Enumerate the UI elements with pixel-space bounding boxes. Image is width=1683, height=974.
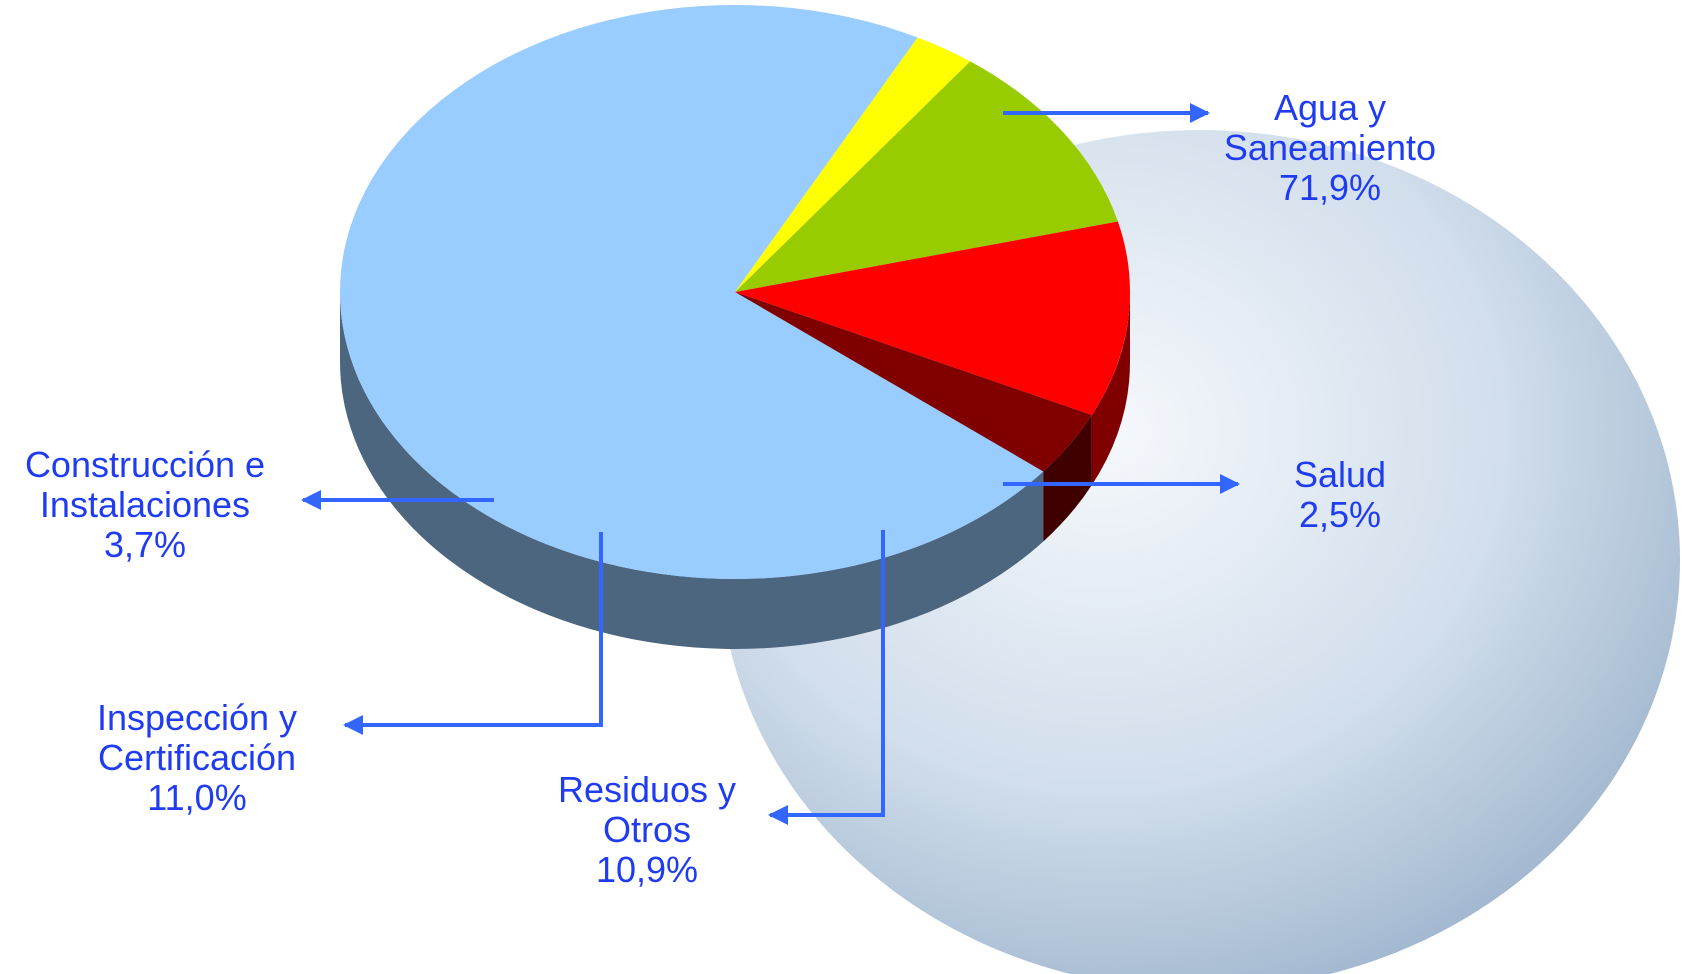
leader-arrow [343, 532, 603, 735]
pie-slice [735, 292, 1092, 472]
pie-slice-side [1091, 292, 1130, 486]
value-label: 10,9% [595, 849, 699, 890]
slice-label: Construcción e Instalaciones 3,7% [0, 445, 290, 565]
pie-slice [735, 221, 1130, 416]
category-name: Inspección y Certificación [96, 697, 298, 778]
pie-slice-side [1043, 415, 1092, 542]
slice-label: Salud 2,5% [1240, 455, 1440, 535]
pie-slice [735, 37, 971, 292]
pie-slice [735, 61, 1118, 292]
category-name: Residuos y Otros [557, 769, 737, 850]
value-label: 11,0% [147, 777, 247, 818]
leader-arrow [768, 530, 885, 825]
category-name: Construcción e Instalaciones [24, 444, 266, 525]
pie-slice [340, 4, 1044, 580]
slice-label: Residuos y Otros 10,9% [537, 770, 757, 890]
slice-label: Inspección y Certificación 11,0% [67, 698, 327, 818]
pie-slice-side [340, 292, 1044, 650]
category-name: Salud [1293, 454, 1387, 495]
category-name: Agua y Saneamiento [1223, 87, 1437, 168]
value-label: 2,5% [1298, 494, 1382, 535]
value-label: 3,7% [103, 524, 187, 565]
slice-label: Agua y Saneamiento 71,9% [1190, 88, 1470, 208]
value-label: 71,9% [1278, 167, 1382, 208]
